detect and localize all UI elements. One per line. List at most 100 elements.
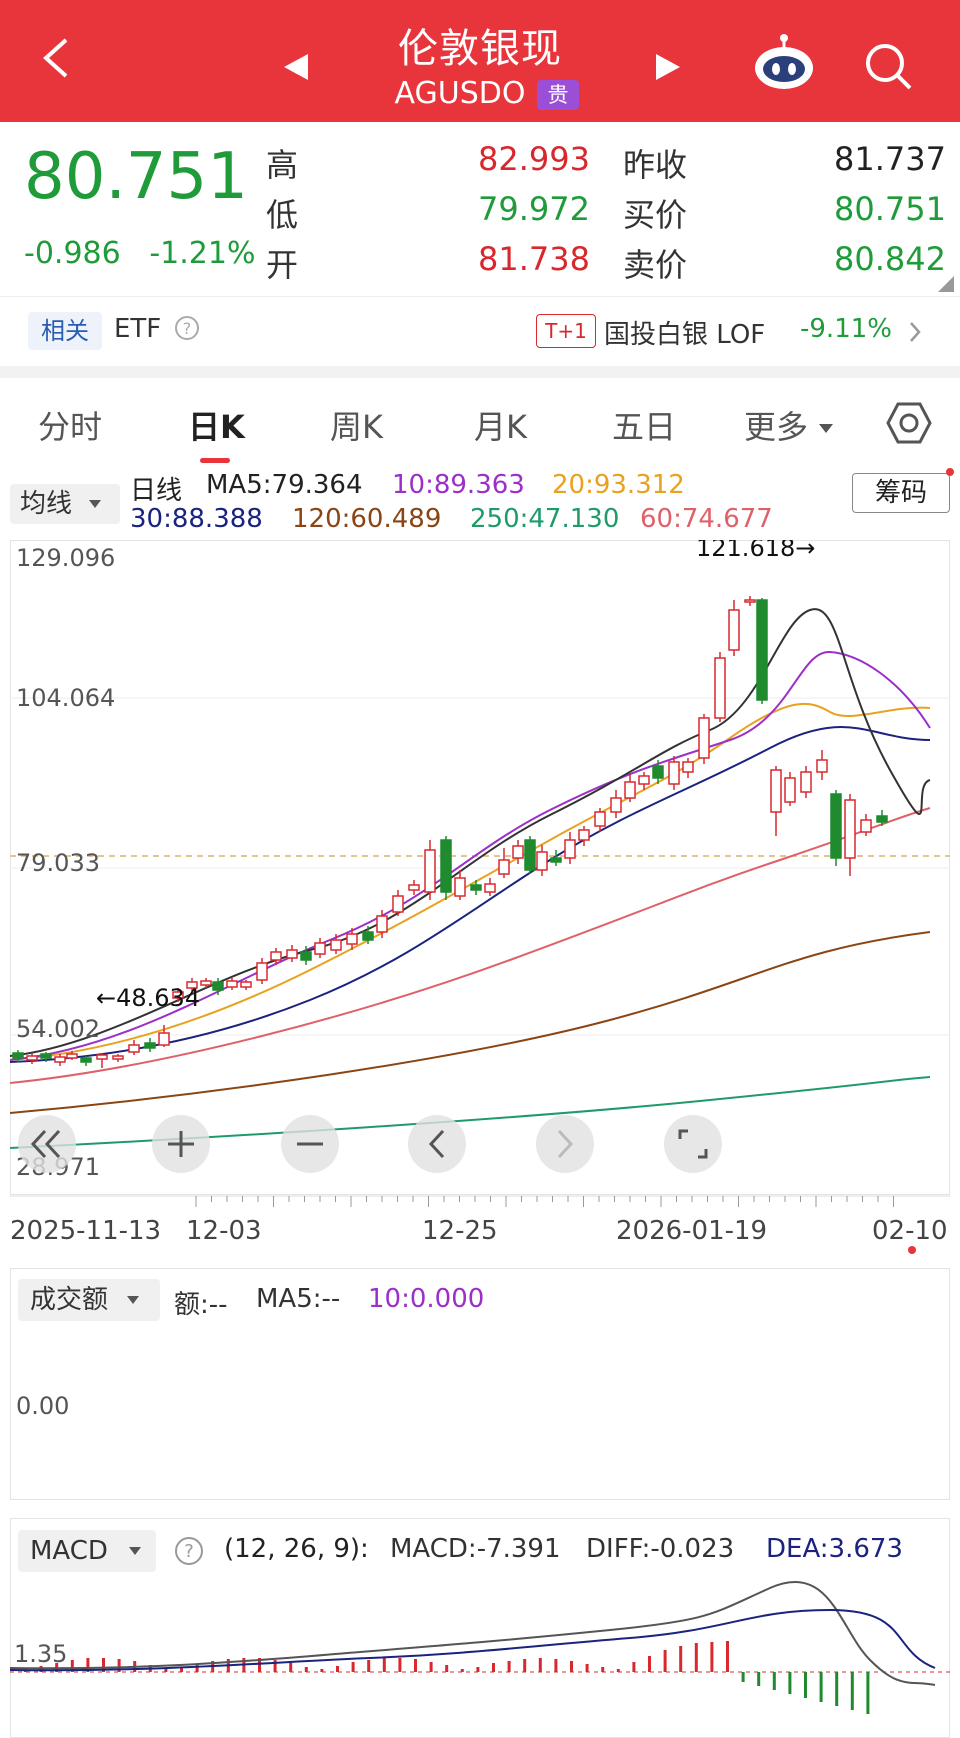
tab-intraday[interactable]: 分时 <box>38 408 103 446</box>
candlestick <box>756 599 768 701</box>
candlestick <box>844 799 856 859</box>
macd-bar <box>382 1658 386 1672</box>
macd-bar <box>414 1659 417 1672</box>
ma30-value: 30:88.388 <box>130 504 263 534</box>
candlestick <box>784 777 796 803</box>
y-tick-label: 104.064 <box>16 684 116 712</box>
scroll-right-button[interactable] <box>536 1115 594 1173</box>
zoom-in-button[interactable] <box>152 1115 210 1173</box>
macd-bar <box>835 1672 839 1706</box>
tab-five-day[interactable]: 五日 <box>612 408 677 446</box>
volume-selector-label: 成交额 <box>30 1285 109 1315</box>
candlesticks <box>12 596 888 1068</box>
latest-date-dot <box>908 1246 916 1254</box>
expand-icon <box>678 1129 708 1159</box>
zoom-out-button[interactable] <box>281 1115 339 1173</box>
open-label: 开 <box>266 246 299 284</box>
candlestick <box>408 884 420 891</box>
help-icon[interactable]: ? <box>174 315 200 341</box>
candlestick <box>346 933 358 945</box>
fullscreen-button[interactable] <box>664 1115 722 1173</box>
chevron-right-icon[interactable] <box>908 320 922 344</box>
date-label: 02-10 <box>872 1216 948 1246</box>
back-arrow-icon[interactable] <box>42 38 72 78</box>
macd-bar <box>772 1672 776 1690</box>
macd-bar <box>180 1668 183 1672</box>
related-fund-name[interactable]: 国投白银 LOF <box>604 320 766 350</box>
candlestick <box>314 942 326 955</box>
macd-bar <box>351 1662 355 1672</box>
macd-bar <box>585 1664 589 1672</box>
macd-selector-label: MACD <box>30 1536 108 1566</box>
open-value: 81.738 <box>478 240 590 278</box>
y-tick-label: 129.096 <box>16 544 116 572</box>
candlestick <box>770 769 782 813</box>
candlestick <box>550 857 562 863</box>
candlestick <box>158 1032 170 1046</box>
candlestick <box>682 761 694 773</box>
candlestick <box>578 829 590 841</box>
macd-bar <box>273 1660 277 1672</box>
candlestick <box>226 980 238 988</box>
candlestick <box>830 793 842 859</box>
instrument-title: 伦敦银现 <box>398 26 562 72</box>
ma120-value: 120:60.489 <box>292 504 442 534</box>
caret-down-icon <box>129 1547 142 1555</box>
dea-value: DEA:3.673 <box>766 1534 903 1564</box>
top-bar: 伦敦银现 AGUSDO 贵 <box>0 0 960 122</box>
candlestick <box>96 1054 108 1060</box>
next-instrument-icon[interactable] <box>654 52 682 82</box>
date-label: 12-03 <box>186 1216 262 1246</box>
active-tab-indicator <box>200 458 230 463</box>
search-icon[interactable] <box>864 42 914 92</box>
candlestick <box>524 839 536 871</box>
instrument-code: AGUSDO <box>394 76 526 111</box>
tab-daily-k[interactable]: 日K <box>188 408 245 446</box>
settings-icon[interactable] <box>886 400 932 446</box>
macd-bar <box>195 1664 199 1672</box>
previous-instrument-icon[interactable] <box>282 52 310 82</box>
tab-more[interactable]: 更多 <box>744 402 834 448</box>
etf-label[interactable]: ETF ? <box>114 314 200 344</box>
low-label: 低 <box>266 196 299 234</box>
tab-monthly-k[interactable]: 月K <box>474 408 527 446</box>
candlestick <box>714 657 726 719</box>
macd-bar <box>367 1660 371 1672</box>
chevron-right-icon <box>557 1129 574 1159</box>
macd-bar <box>741 1672 745 1682</box>
diff-value: DIFF:-0.023 <box>586 1534 735 1564</box>
corner-expand-icon[interactable] <box>938 276 954 292</box>
candlestick <box>652 765 664 779</box>
prev-close-value: 81.737 <box>834 140 946 178</box>
volume-pane <box>10 1268 950 1500</box>
candlestick <box>860 819 872 833</box>
tab-weekly-k[interactable]: 周K <box>330 408 383 446</box>
volume-indicator-selector[interactable]: 成交额 <box>18 1279 160 1321</box>
candlestick <box>876 815 888 823</box>
robot-assistant-icon[interactable] <box>752 34 816 92</box>
kline-chart[interactable]: 121.618→ ←48.634 <box>10 540 950 1200</box>
help-icon[interactable]: ? <box>174 1536 204 1566</box>
chip-distribution-button[interactable]: 筹码 <box>852 473 950 513</box>
ma-period: 日线 <box>130 476 183 506</box>
macd-bar <box>648 1656 651 1672</box>
macd-bar <box>663 1650 667 1672</box>
candlestick <box>594 811 606 827</box>
macd-bar <box>866 1672 870 1714</box>
macd-bar <box>710 1642 714 1672</box>
macd-bar <box>429 1662 433 1672</box>
ma-selector[interactable]: 均线 <box>10 484 120 524</box>
macd-indicator-selector[interactable]: MACD <box>18 1530 156 1572</box>
macd-bar <box>679 1646 683 1672</box>
candlestick <box>512 845 524 859</box>
macd-bar <box>336 1666 339 1672</box>
ma20-value: 20:93.312 <box>552 470 685 500</box>
candlestick <box>744 599 756 603</box>
date-label: 12-25 <box>422 1216 498 1246</box>
minus-icon <box>297 1142 323 1146</box>
ma10-value: 10:89.363 <box>392 470 525 500</box>
macd-bar <box>476 1667 480 1672</box>
scroll-left-far-button[interactable] <box>18 1115 76 1173</box>
macd-bar <box>554 1659 558 1672</box>
scroll-left-button[interactable] <box>408 1115 466 1173</box>
